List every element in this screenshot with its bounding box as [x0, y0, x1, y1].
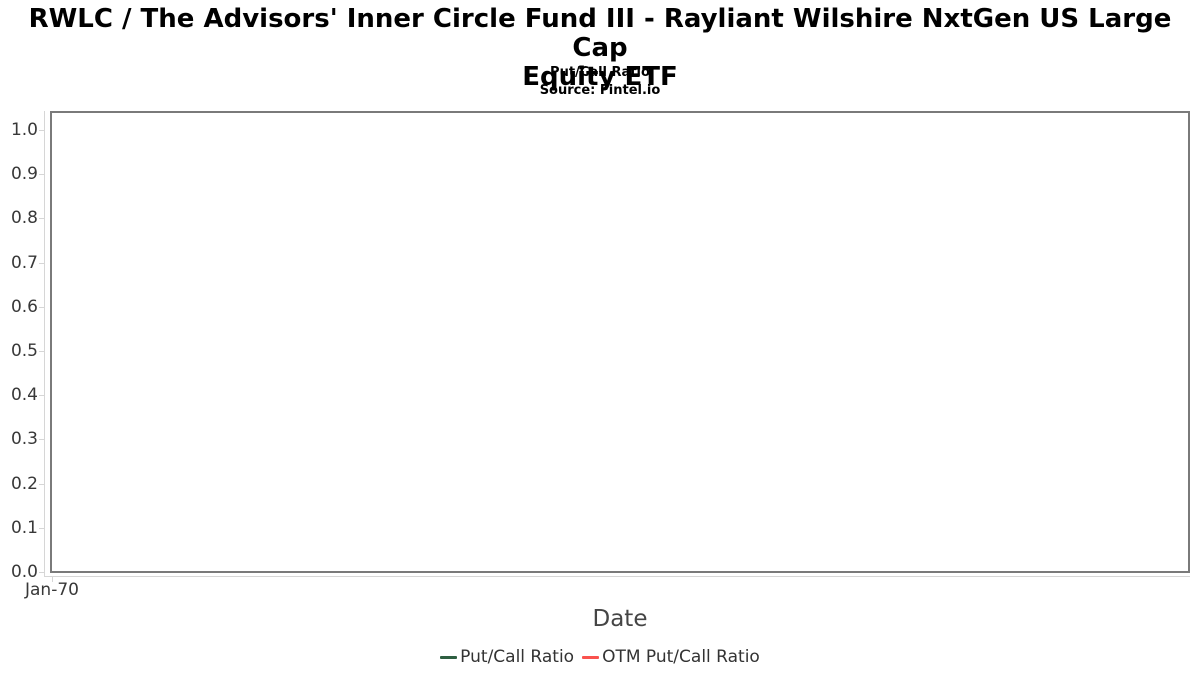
y-axis-tick-label: 0.4: [10, 385, 38, 405]
legend-item[interactable]: OTM Put/Call Ratio: [582, 646, 760, 668]
legend-line-marker-icon: [440, 655, 458, 659]
y-axis-tick-label: 1.0: [10, 120, 38, 140]
y-axis-tick-label: 0.6: [10, 297, 38, 317]
x-axis-tick: [52, 577, 53, 582]
legend-line-marker-icon: [582, 655, 600, 659]
y-axis-tick-label: 0.2: [10, 474, 38, 494]
chart-title-line1: RWLC / The Advisors' Inner Circle Fund I…: [28, 4, 1172, 63]
y-axis-tick: [39, 218, 44, 219]
y-axis-tick-label: 0.8: [10, 208, 38, 228]
x-axis-line: [44, 576, 1190, 577]
y-axis-tick-label: 0.9: [10, 164, 38, 184]
y-axis-tick: [39, 439, 44, 440]
y-axis-tick-label: 0.3: [10, 429, 38, 449]
chart-source-label: Source: Fintel.io: [539, 83, 661, 98]
legend-item[interactable]: Put/Call Ratio: [440, 646, 574, 668]
y-axis-tick: [39, 174, 44, 175]
y-axis-tick: [39, 351, 44, 352]
chart-subtitle: Put/Call Ratio: [550, 65, 650, 80]
y-axis-tick: [39, 484, 44, 485]
y-axis-tick-label: 0.7: [10, 253, 38, 273]
y-axis-tick: [39, 263, 44, 264]
y-axis-tick: [39, 307, 44, 308]
y-axis-tick-label: 0.1: [10, 518, 38, 538]
chart-title-line2: Equity ETF: [522, 62, 678, 92]
legend-label: Put/Call Ratio: [460, 647, 575, 667]
y-axis-tick: [39, 395, 44, 396]
y-axis-tick: [39, 130, 44, 131]
y-axis-tick: [39, 528, 44, 529]
plot-area: [50, 111, 1190, 573]
x-axis-tick-label: Jan-70: [25, 580, 79, 600]
legend-label: OTM Put/Call Ratio: [602, 647, 760, 667]
x-axis-title: Date: [592, 606, 648, 632]
y-axis-tick-label: 0.0: [10, 562, 38, 582]
y-axis-tick-label: 0.5: [10, 341, 38, 361]
y-axis-tick: [39, 572, 44, 573]
y-axis-line: [44, 111, 45, 577]
legend: Put/Call Ratio OTM Put/Call Ratio: [0, 646, 1200, 668]
chart-title: RWLC / The Advisors' Inner Circle Fund I…: [0, 5, 1200, 92]
